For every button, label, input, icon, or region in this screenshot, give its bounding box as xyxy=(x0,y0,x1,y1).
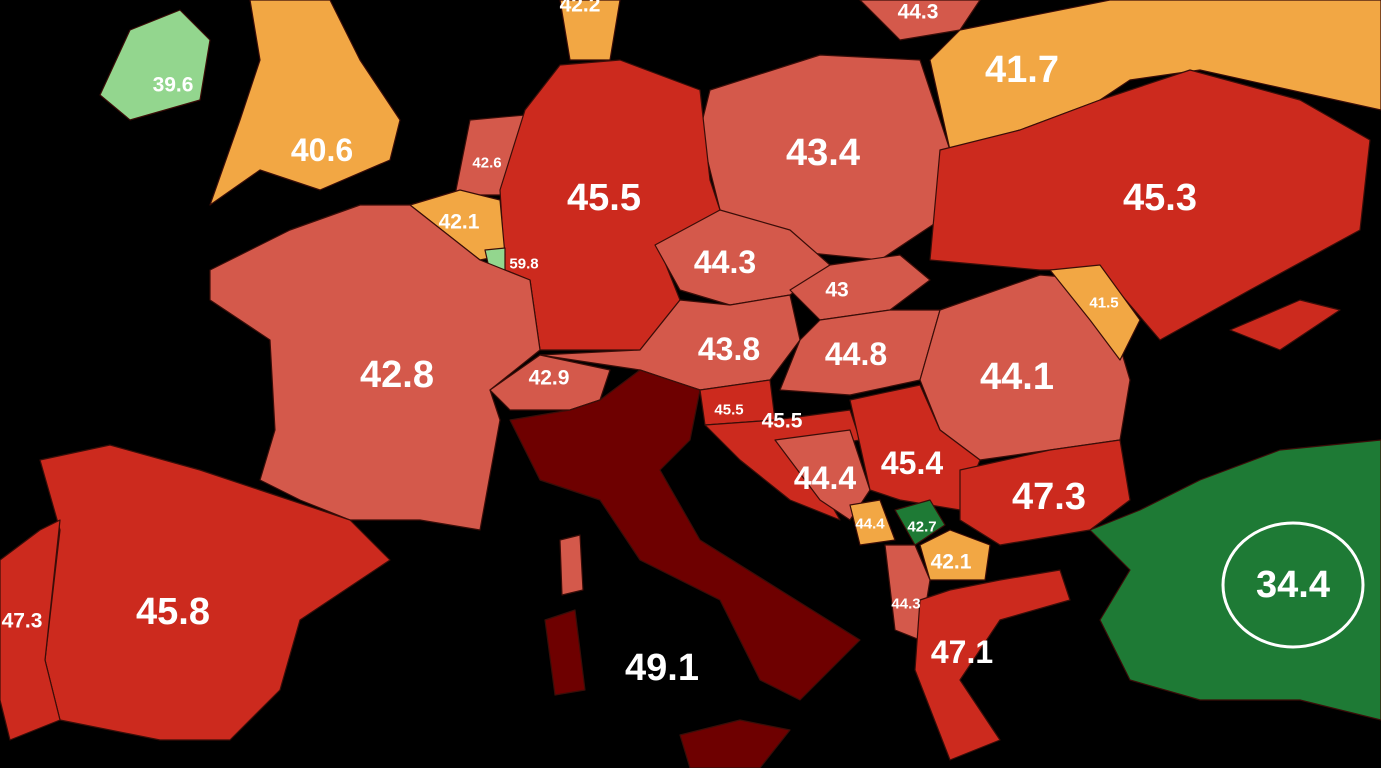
region-label: 49.1 xyxy=(625,647,699,689)
highlight-circle xyxy=(1221,521,1365,649)
region xyxy=(849,499,896,546)
region-label: 42.6 xyxy=(472,155,501,172)
region-label: 43.4 xyxy=(786,132,860,174)
region-label: 44.8 xyxy=(825,336,887,372)
region-label: 47.1 xyxy=(931,634,993,670)
region-label: 44.3 xyxy=(891,596,920,613)
region-label: 45.5 xyxy=(714,402,743,419)
region xyxy=(544,609,586,696)
region xyxy=(699,54,951,261)
region xyxy=(1049,264,1141,361)
region-label: 42.1 xyxy=(931,551,972,574)
region-label: 45.8 xyxy=(136,591,210,633)
region xyxy=(894,499,946,546)
region xyxy=(679,719,791,768)
region xyxy=(959,439,1131,546)
region-label: 41.5 xyxy=(1089,295,1118,312)
region xyxy=(559,0,621,61)
region xyxy=(99,9,211,121)
region xyxy=(914,569,1071,761)
region xyxy=(209,0,401,206)
region-label: 42.9 xyxy=(529,367,570,390)
region xyxy=(1229,299,1341,351)
region-label: 45.5 xyxy=(567,177,641,219)
region xyxy=(0,519,61,741)
region-label: 42.1 xyxy=(439,211,480,234)
region-label: 42.2 xyxy=(560,0,601,17)
region-label: 44.4 xyxy=(855,516,885,533)
region-label: 42.7 xyxy=(907,519,936,536)
region-label: 41.7 xyxy=(985,49,1059,91)
region xyxy=(919,529,991,581)
region-label: 44.3 xyxy=(898,1,939,24)
region-label: 47.3 xyxy=(1012,476,1086,518)
region-label: 45.5 xyxy=(762,410,803,433)
region-label: 44.4 xyxy=(794,460,856,496)
region-label: 45.3 xyxy=(1123,177,1197,219)
region-label: 42.8 xyxy=(360,354,434,396)
region xyxy=(1089,439,1381,721)
region-label: 44.3 xyxy=(694,244,756,280)
region xyxy=(929,69,1371,341)
region xyxy=(559,534,584,596)
region-label: 47.3 xyxy=(2,610,43,633)
region-label: 44.1 xyxy=(980,356,1054,398)
region-label: 39.6 xyxy=(153,74,194,97)
region-label: 40.6 xyxy=(291,132,353,168)
region-label: 43 xyxy=(825,279,848,302)
region xyxy=(509,369,861,701)
region-label: 34.4 xyxy=(1256,564,1330,606)
region xyxy=(209,204,541,531)
region-label: 59.8 xyxy=(509,256,538,273)
region-label: 45.4 xyxy=(881,445,943,481)
region-label: 43.8 xyxy=(698,331,760,367)
